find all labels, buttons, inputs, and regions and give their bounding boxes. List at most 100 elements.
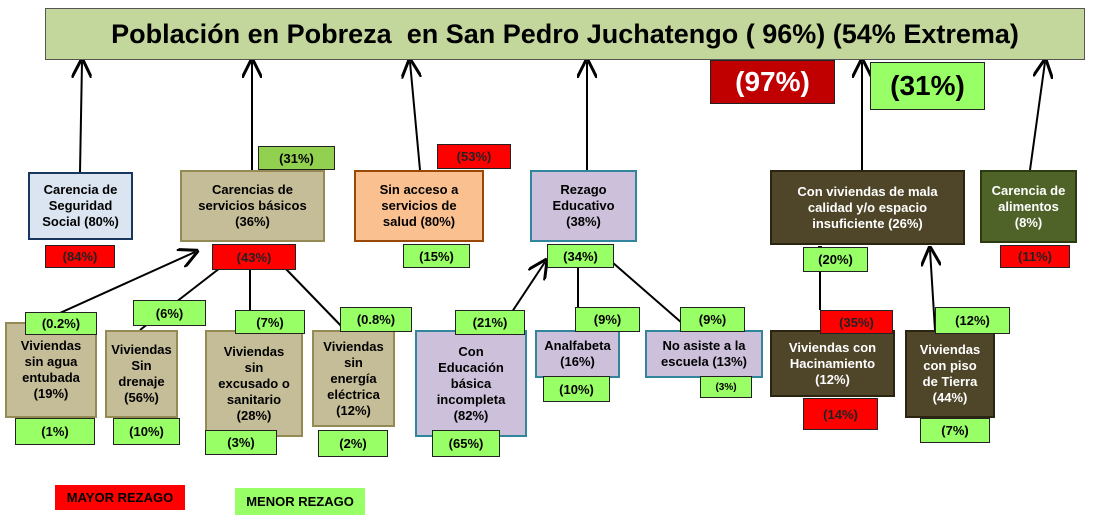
node-text: sin (244, 359, 264, 375)
node-text: (38%) (566, 214, 601, 229)
connector (611, 261, 691, 331)
badge: (34%) (547, 244, 614, 268)
node-text: entubada (22, 370, 80, 385)
node-text: Carencia de (43, 182, 118, 197)
node-text: básica (450, 375, 492, 391)
node-box: No asiste a la escuela (13%) (645, 330, 763, 378)
node-box: Sin acceso a servicios de salud (80%) (354, 170, 484, 242)
node-text: Viviendas con (788, 339, 877, 355)
node-box: Viviendas sin excusado o sanitario (28%) (205, 330, 303, 437)
badge: (7%) (920, 418, 990, 443)
node-box: Rezago Educativo (38%) (530, 170, 637, 242)
badge: (9%) (680, 307, 745, 332)
badge: (1%) (15, 418, 95, 445)
node-box: Con viviendas de mala calidad y/o espacio… (770, 170, 965, 245)
node-text: escuela (13%) (661, 354, 747, 369)
badge: (12%) (935, 307, 1010, 334)
node-text: Social (80%) (42, 214, 119, 229)
node-text: sin (344, 354, 363, 370)
node-text: Sin acceso a (379, 182, 459, 197)
connector (284, 267, 346, 331)
node-text: calidad y/o espacio (807, 199, 928, 215)
top-badge: (97%) (710, 60, 835, 104)
node-text: Carencias de (212, 182, 293, 197)
node-text: Educativo (552, 198, 615, 213)
node-text: eléctrica (327, 386, 380, 402)
node-text: incompleta (436, 391, 506, 407)
badge: (15%) (403, 244, 470, 268)
node-box: Viviendas con piso de Tierra (44%) (905, 330, 995, 418)
arrow (39, 252, 195, 323)
node-text: (82%) (453, 407, 489, 423)
node-box: Analfabeta (16%) (535, 330, 620, 378)
node-text: sanitario (226, 391, 282, 407)
node-box: Carencia de Seguridad Social (80%) (28, 172, 133, 240)
badge: (21%) (455, 310, 525, 335)
arrow (410, 62, 420, 171)
node-text: alimentos (998, 198, 1059, 214)
node-text: (8%) (1014, 214, 1043, 230)
node-text: Viviendas (20, 338, 82, 353)
node-box: Viviendas con Hacinamiento (12%) (770, 330, 895, 397)
arrow (1029, 62, 1045, 171)
node-text: Sin (131, 358, 152, 373)
node-text: Seguridad (48, 198, 113, 213)
badge: (31%) (258, 146, 335, 170)
badge: (20%) (803, 247, 868, 272)
top-badge: (31%) (870, 62, 985, 110)
badge: (10%) (113, 418, 180, 445)
arrow (80, 62, 82, 173)
badge: (65%) (432, 430, 500, 457)
node-text: drenaje (118, 374, 165, 389)
badge: (0.2%) (25, 312, 97, 335)
node-text: Analfabeta (544, 338, 611, 353)
node-text: (44%) (932, 390, 968, 405)
node-text: (36%) (235, 214, 270, 229)
node-text: Viviendas (223, 343, 285, 359)
node-text: Con (458, 343, 484, 359)
node-text: Carencia de (991, 182, 1066, 198)
badge: (35%) (820, 310, 893, 334)
badge: (84%) (45, 245, 115, 268)
node-text: Con viviendas de mala (797, 183, 938, 199)
legend-item: MENOR REZAGO (235, 488, 365, 515)
badge: (53%) (437, 144, 511, 169)
node-text: sin agua (24, 354, 78, 369)
node-box: Carencias de servicios básicos (36%) (180, 170, 325, 242)
node-text: insuficiente (26%) (812, 215, 923, 231)
badge: (10%) (543, 376, 610, 402)
node-text: (12%) (815, 371, 850, 387)
node-text: (19%) (33, 386, 69, 401)
badge: (43%) (212, 244, 296, 270)
node-box: Viviendas Sin drenaje (56%) (105, 330, 178, 418)
badge: (0.8%) (340, 307, 412, 332)
node-box: Viviendas sin agua entubada (19%) (5, 322, 97, 418)
node-box: Con Educación básica incompleta (82%) (415, 330, 527, 437)
badge: (3%) (205, 430, 277, 455)
badge: (3%) (700, 376, 752, 398)
badge: (2%) (318, 430, 388, 457)
node-text: servicios básicos (198, 198, 307, 213)
node-text: excusado o (218, 375, 290, 391)
node-box: Carencia de alimentos (8%) (980, 170, 1077, 243)
node-text: con piso (923, 358, 977, 373)
node-text: Viviendas (111, 342, 172, 357)
legend-item: MAYOR REZAGO (55, 485, 185, 510)
node-text: (56%) (124, 390, 159, 405)
node-text: Rezago (560, 182, 607, 197)
node-text: Hacinamiento (789, 355, 876, 371)
node-text: (16%) (560, 354, 595, 369)
node-text: salud (80%) (382, 214, 456, 229)
node-text: (28%) (236, 407, 272, 423)
node-text: Educación (438, 359, 504, 375)
badge: (6%) (133, 300, 206, 326)
node-text: servicios de (381, 198, 457, 213)
node-text: (12%) (336, 402, 371, 418)
node-text: energía (330, 370, 377, 386)
arrow (930, 250, 935, 331)
node-box: Viviendas sin energía eléctrica (12%) (312, 330, 395, 427)
badge: (11%) (1000, 245, 1070, 268)
node-text: No asiste a la (662, 338, 746, 353)
badge: (14%) (803, 398, 878, 430)
